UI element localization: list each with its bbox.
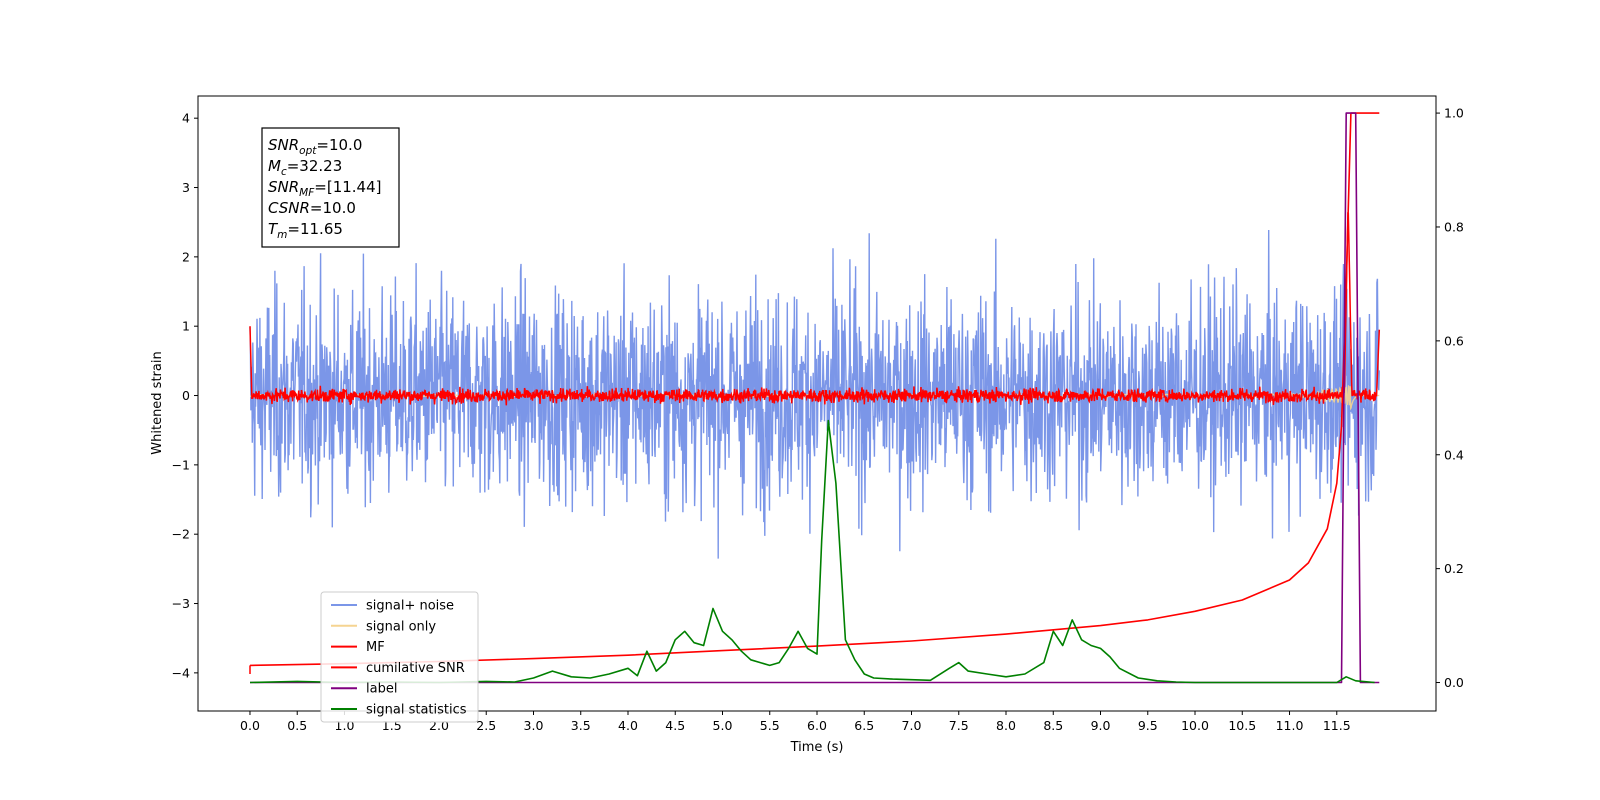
info-line-text: SNRMF=[11.44] bbox=[268, 178, 382, 199]
x-tick-label: 0.5 bbox=[287, 718, 307, 733]
legend-entry: cumilative SNR bbox=[331, 661, 465, 676]
series-mf bbox=[249, 212, 1381, 406]
x-tick-label: 3.5 bbox=[571, 718, 591, 733]
info-line-text: Tm=11.65 bbox=[268, 220, 343, 241]
info-box-frame bbox=[261, 127, 400, 248]
x-axis: 0.0 0.5 1.0 1.5 2.0 2.5 3.0 3.5 4.0 4.5 5.0 5.5 6.0 6… bbox=[240, 711, 1351, 733]
x-tick-label: 10.0 bbox=[1181, 718, 1209, 733]
x-tick-label: 8.0 bbox=[996, 718, 1016, 733]
x-tick-label: 8.5 bbox=[1043, 718, 1063, 733]
y-tick-label: −3 bbox=[172, 596, 190, 611]
x-tick-label: 4.0 bbox=[618, 718, 638, 733]
info-value: =[11.44] bbox=[314, 178, 381, 196]
x-tick-label: 4.5 bbox=[665, 718, 685, 733]
legend-entry: label bbox=[331, 682, 397, 697]
y-axis-left: −4 −3 −2 −1 0 1 2 3 4 bbox=[172, 111, 198, 680]
legend-label: cumilative SNR bbox=[366, 661, 465, 676]
info-value: =32.23 bbox=[287, 157, 343, 175]
x-tick-label: 7.0 bbox=[902, 718, 922, 733]
info-box: SNRopt=10.0Mc=32.23SNRMF=[11.44]CSNR=10.… bbox=[261, 127, 400, 248]
series-signal-statistics bbox=[249, 419, 1375, 684]
y-tick-label: 3 bbox=[182, 180, 190, 195]
series-signal-noise bbox=[249, 229, 1380, 559]
info-line: Mc=32.23 bbox=[268, 157, 342, 178]
info-symbol: SNR bbox=[268, 136, 299, 154]
legend-label: signal+ noise bbox=[366, 599, 454, 614]
x-tick-label: 11.5 bbox=[1323, 718, 1351, 733]
x-tick-label: 9.5 bbox=[1138, 718, 1158, 733]
y-axis-label: Whitened strain bbox=[150, 351, 165, 454]
y-tick-label: 4 bbox=[182, 111, 190, 126]
legend-entry: signal+ noise bbox=[331, 599, 454, 614]
info-subscript: m bbox=[277, 229, 287, 241]
x-axis-label: Time (s) bbox=[790, 740, 844, 755]
y2-tick-label: 0.8 bbox=[1444, 219, 1464, 234]
y2-tick-label: 1.0 bbox=[1444, 106, 1464, 121]
y2-tick-label: 0.4 bbox=[1444, 447, 1464, 462]
y-tick-label: 0 bbox=[182, 388, 190, 403]
y-tick-label: −4 bbox=[172, 665, 190, 680]
y-tick-label: 1 bbox=[182, 319, 190, 334]
x-tick-label: 10.5 bbox=[1228, 718, 1256, 733]
info-line-text: Mc=32.23 bbox=[268, 157, 342, 178]
y-tick-label: 2 bbox=[182, 249, 190, 264]
legend-label: MF bbox=[366, 640, 385, 655]
legend: signal+ noise signal only MF cumilative SNR… bbox=[320, 591, 479, 723]
legend-label: signal only bbox=[366, 619, 436, 634]
x-tick-label: 9.0 bbox=[1091, 718, 1111, 733]
y2-tick-label: 0.6 bbox=[1444, 333, 1464, 348]
info-subscript: MF bbox=[299, 187, 315, 199]
info-line: SNRopt=10.0 bbox=[268, 136, 362, 157]
x-tick-label: 2.5 bbox=[476, 718, 496, 733]
info-symbol: M bbox=[268, 157, 281, 175]
x-tick-label: 0.0 bbox=[240, 718, 260, 733]
info-value: =10.0 bbox=[316, 136, 362, 154]
x-tick-label: 6.5 bbox=[854, 718, 874, 733]
y-axis-right: 0.0 0.2 0.4 0.6 0.8 1.0 bbox=[1436, 106, 1464, 690]
x-tick-label: 5.5 bbox=[760, 718, 780, 733]
series-layer bbox=[249, 112, 1381, 684]
info-line-text: SNRopt=10.0 bbox=[268, 136, 362, 157]
legend-label: signal statistics bbox=[366, 703, 467, 718]
y-tick-label: −1 bbox=[172, 457, 190, 472]
info-symbol: SNR bbox=[268, 178, 299, 196]
info-line-text: CSNR=10.0 bbox=[268, 199, 356, 217]
y2-tick-label: 0.0 bbox=[1444, 675, 1464, 690]
series-label bbox=[250, 112, 1380, 684]
info-symbol: CSNR bbox=[268, 199, 310, 217]
info-line: CSNR=10.0 bbox=[268, 199, 356, 217]
info-value: =11.65 bbox=[287, 220, 343, 238]
x-tick-label: 6.0 bbox=[807, 718, 827, 733]
info-line: Tm=11.65 bbox=[268, 220, 343, 241]
info-subscript: opt bbox=[299, 145, 317, 157]
x-tick-label: 11.0 bbox=[1276, 718, 1304, 733]
info-symbol: T bbox=[268, 220, 279, 238]
legend-entry: signal only bbox=[331, 619, 436, 634]
legend-frame bbox=[320, 591, 479, 723]
info-value: =10.0 bbox=[310, 199, 356, 217]
y-tick-label: −2 bbox=[172, 527, 190, 542]
y2-tick-label: 0.2 bbox=[1444, 561, 1464, 576]
x-tick-label: 7.5 bbox=[949, 718, 969, 733]
info-subscript: c bbox=[281, 166, 287, 178]
legend-label: label bbox=[366, 682, 397, 697]
legend-entry: MF bbox=[331, 640, 385, 655]
legend-entry: signal statistics bbox=[331, 703, 467, 718]
x-tick-label: 3.0 bbox=[524, 718, 544, 733]
info-line: SNRMF=[11.44] bbox=[268, 178, 382, 199]
x-tick-label: 5.0 bbox=[713, 718, 733, 733]
